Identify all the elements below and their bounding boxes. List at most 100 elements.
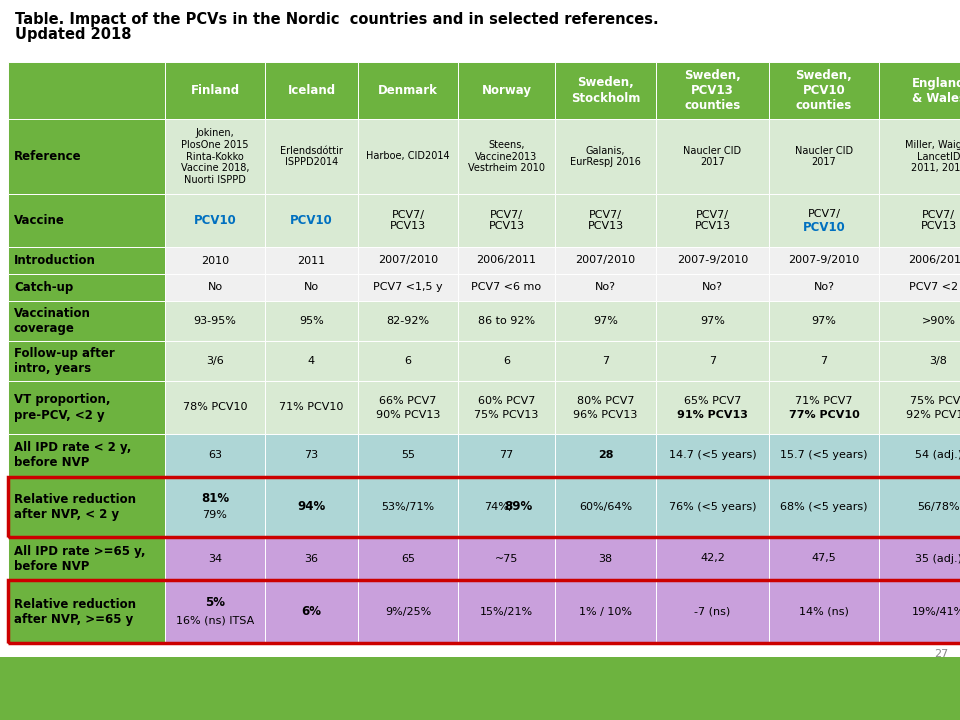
Text: 97%: 97% — [700, 316, 725, 326]
Text: 74%/: 74%/ — [484, 502, 513, 512]
Bar — [879, 434, 960, 477]
Text: PCV7/
PCV13: PCV7/ PCV13 — [489, 210, 524, 231]
Bar — [656, 477, 769, 537]
Bar — [358, 477, 458, 537]
Bar — [265, 381, 358, 434]
Text: Table. Impact of the PCVs in the Nordic  countries and in selected references.: Table. Impact of the PCVs in the Nordic … — [15, 12, 659, 27]
Bar — [879, 341, 960, 381]
Text: 92% PCV13: 92% PCV13 — [906, 410, 960, 420]
Bar — [8, 477, 960, 537]
Bar — [458, 381, 555, 434]
Text: All IPD rate >=65 y,
before NVP: All IPD rate >=65 y, before NVP — [14, 544, 146, 572]
Bar — [555, 194, 656, 247]
Bar — [8, 194, 165, 247]
Text: 54 (adj.): 54 (adj.) — [915, 451, 960, 461]
Text: 66% PCV7: 66% PCV7 — [379, 395, 437, 405]
Bar — [769, 62, 879, 119]
Text: Relative reduction
after NVP, >=65 y: Relative reduction after NVP, >=65 y — [14, 598, 136, 626]
Bar — [879, 477, 960, 537]
Text: 6: 6 — [404, 356, 412, 366]
Text: Miller, Waight
LancetID
2011, 2015: Miller, Waight LancetID 2011, 2015 — [905, 140, 960, 173]
Text: 79%: 79% — [203, 510, 228, 520]
Text: Vaccination
coverage: Vaccination coverage — [14, 307, 91, 335]
Bar — [555, 477, 656, 537]
Bar — [769, 119, 879, 194]
Text: 53%/71%: 53%/71% — [381, 502, 435, 512]
Bar — [8, 477, 165, 537]
Text: 68% (<5 years): 68% (<5 years) — [780, 502, 868, 512]
Bar — [769, 194, 879, 247]
Bar — [358, 301, 458, 341]
Text: 75% PCV7: 75% PCV7 — [910, 395, 960, 405]
Bar — [458, 537, 555, 580]
Bar — [769, 434, 879, 477]
Bar — [265, 119, 358, 194]
Bar — [165, 301, 265, 341]
Text: Naucler CID
2017: Naucler CID 2017 — [795, 145, 853, 167]
Text: 78% PCV10: 78% PCV10 — [182, 402, 248, 413]
Bar — [458, 341, 555, 381]
Text: 90% PCV13: 90% PCV13 — [375, 410, 441, 420]
Text: 3/6: 3/6 — [206, 356, 224, 366]
Bar — [769, 580, 879, 643]
Text: Sweden,
Stockholm: Sweden, Stockholm — [571, 76, 640, 104]
Bar — [358, 119, 458, 194]
Text: 77: 77 — [499, 451, 514, 461]
Bar — [265, 434, 358, 477]
Text: 36: 36 — [304, 554, 319, 564]
Text: Updated 2018: Updated 2018 — [15, 27, 132, 42]
Bar — [769, 341, 879, 381]
Text: 97%: 97% — [811, 316, 836, 326]
Text: >90%: >90% — [922, 316, 955, 326]
Bar — [656, 119, 769, 194]
Text: 80% PCV7: 80% PCV7 — [577, 395, 635, 405]
Text: 6: 6 — [503, 356, 510, 366]
Text: 2006/2010: 2006/2010 — [908, 256, 960, 266]
Text: 97%: 97% — [593, 316, 618, 326]
Text: PCV7/
PCV13: PCV7/ PCV13 — [390, 210, 426, 231]
Text: 71% PCV10: 71% PCV10 — [279, 402, 344, 413]
Bar — [165, 477, 265, 537]
Bar — [879, 62, 960, 119]
Bar — [165, 194, 265, 247]
Bar — [879, 194, 960, 247]
Bar — [458, 62, 555, 119]
Text: 9%/25%: 9%/25% — [385, 606, 431, 616]
Bar — [0, 657, 960, 720]
Text: 3/8: 3/8 — [929, 356, 948, 366]
Text: Relative reduction
after NVP, < 2 y: Relative reduction after NVP, < 2 y — [14, 493, 136, 521]
Bar — [879, 381, 960, 434]
Bar — [358, 274, 458, 301]
Bar — [165, 274, 265, 301]
Bar — [656, 341, 769, 381]
Bar — [265, 274, 358, 301]
Bar — [358, 537, 458, 580]
Text: PCV7 <2 y: PCV7 <2 y — [909, 282, 960, 292]
Bar — [769, 477, 879, 537]
Bar — [879, 537, 960, 580]
Bar — [358, 580, 458, 643]
Text: 93-95%: 93-95% — [194, 316, 236, 326]
Bar — [769, 537, 879, 580]
Text: 63: 63 — [208, 451, 222, 461]
Bar — [656, 274, 769, 301]
Text: 2007-9/2010: 2007-9/2010 — [677, 256, 748, 266]
Text: PCV7/
PCV13: PCV7/ PCV13 — [694, 210, 731, 231]
Text: 81%: 81% — [201, 492, 229, 505]
Text: No: No — [304, 282, 319, 292]
Bar — [555, 62, 656, 119]
Bar — [8, 434, 165, 477]
Bar — [656, 381, 769, 434]
Text: 82-92%: 82-92% — [387, 316, 429, 326]
Text: 96% PCV13: 96% PCV13 — [573, 410, 637, 420]
Bar — [265, 341, 358, 381]
Bar — [458, 247, 555, 274]
Text: 60%/64%: 60%/64% — [579, 502, 632, 512]
Bar — [656, 247, 769, 274]
Bar — [555, 537, 656, 580]
Text: 2006/2011: 2006/2011 — [476, 256, 537, 266]
Bar — [879, 580, 960, 643]
Bar — [358, 62, 458, 119]
Bar — [8, 119, 165, 194]
Bar — [458, 194, 555, 247]
